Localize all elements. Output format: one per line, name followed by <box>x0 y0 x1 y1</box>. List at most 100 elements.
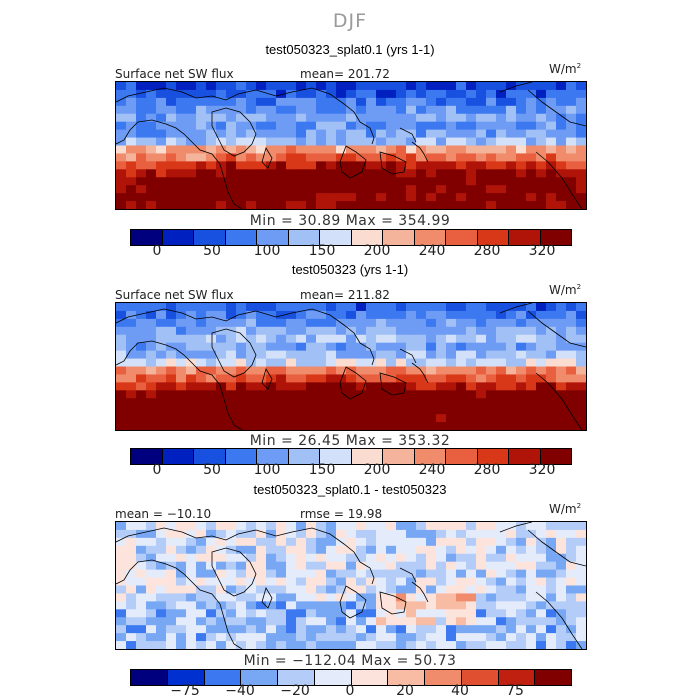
field-cell <box>356 129 367 139</box>
field-cell <box>506 414 517 423</box>
coastline <box>527 310 586 348</box>
field-cell <box>526 358 537 368</box>
field-cell <box>386 326 397 336</box>
field-cell <box>426 422 437 430</box>
field-cell <box>246 633 257 642</box>
field-cell <box>246 121 257 131</box>
field-cell <box>496 569 507 579</box>
field-cell <box>476 366 487 376</box>
field-cell <box>536 129 547 139</box>
field-cell <box>436 537 447 547</box>
field-cell <box>166 153 177 162</box>
field-cell <box>486 193 497 202</box>
field-cell <box>306 398 317 407</box>
field-cell <box>396 414 407 423</box>
field-cell <box>156 342 167 352</box>
field-cell <box>416 577 427 587</box>
field-cell <box>546 193 557 202</box>
field-cell <box>296 350 307 360</box>
field-cell <box>536 382 547 391</box>
field-cell <box>366 553 377 563</box>
field-cell <box>386 529 397 539</box>
panel-2-title: test050323 (yrs 1-1) <box>291 262 409 277</box>
field-cell <box>116 161 127 170</box>
field-cell <box>556 342 567 352</box>
field-cell <box>286 522 297 531</box>
panel-1-tick: 50 <box>203 243 221 259</box>
field-cell <box>356 625 367 634</box>
field-cell <box>526 193 537 202</box>
field-cell <box>256 585 267 595</box>
field-cell <box>566 633 577 642</box>
field-cell <box>546 633 557 642</box>
field-cell <box>386 545 397 555</box>
field-cell <box>196 390 207 399</box>
field-cell <box>556 137 567 147</box>
field-cell <box>196 422 207 430</box>
field-cell <box>346 374 357 383</box>
field-cell <box>276 145 287 155</box>
field-cell <box>466 617 477 626</box>
field-cell <box>216 569 227 579</box>
field-cell <box>266 422 277 430</box>
field-cell <box>336 105 347 115</box>
field-cell <box>166 374 177 383</box>
field-cell <box>556 161 567 170</box>
field-cell <box>216 358 227 368</box>
field-cell <box>256 529 267 539</box>
field-cell <box>236 303 247 312</box>
field-cell <box>296 310 307 320</box>
field-cell <box>226 342 237 352</box>
field-cell <box>126 82 137 91</box>
field-cell <box>486 185 497 194</box>
field-cell <box>246 326 257 336</box>
field-cell <box>376 177 387 186</box>
field-cell <box>166 105 177 115</box>
colorbar-swatch <box>388 670 425 685</box>
field-cell <box>336 350 347 360</box>
field-cell <box>236 89 247 99</box>
field-cell <box>346 145 357 155</box>
field-cell <box>256 593 267 602</box>
field-cell <box>296 625 307 634</box>
field-cell <box>356 537 367 547</box>
field-cell <box>516 350 527 360</box>
field-cell <box>206 169 217 178</box>
field-cell <box>366 358 377 368</box>
field-cell <box>136 406 147 415</box>
field-cell <box>146 177 157 186</box>
field-cell <box>566 201 577 209</box>
field-cell <box>396 537 407 547</box>
field-cell <box>326 113 337 123</box>
field-cell <box>326 129 337 139</box>
field-cell <box>446 537 457 547</box>
field-cell <box>476 641 487 649</box>
field-cell <box>366 561 377 571</box>
field-cell <box>316 561 327 571</box>
field-cell <box>506 422 517 430</box>
field-cell <box>396 113 407 123</box>
field-cell <box>386 105 397 115</box>
field-cell <box>266 113 277 123</box>
field-cell <box>186 161 197 170</box>
field-cell <box>456 137 467 147</box>
field-cell <box>386 97 397 107</box>
field-cell <box>146 113 157 123</box>
field-cell <box>506 342 517 352</box>
field-cell <box>246 105 257 115</box>
field-cell <box>156 310 167 320</box>
field-cell <box>376 414 387 423</box>
field-cell <box>416 553 427 563</box>
field-cell <box>146 537 157 547</box>
field-cell <box>226 553 237 563</box>
field-cell <box>276 569 287 579</box>
field-cell <box>436 633 447 642</box>
field-cell <box>556 310 567 320</box>
field-cell <box>376 374 387 383</box>
field-cell <box>146 585 157 595</box>
field-cell <box>556 577 567 587</box>
field-cell <box>306 585 317 595</box>
field-cell <box>496 334 507 344</box>
field-cell <box>526 334 537 344</box>
field-cell <box>466 545 477 555</box>
